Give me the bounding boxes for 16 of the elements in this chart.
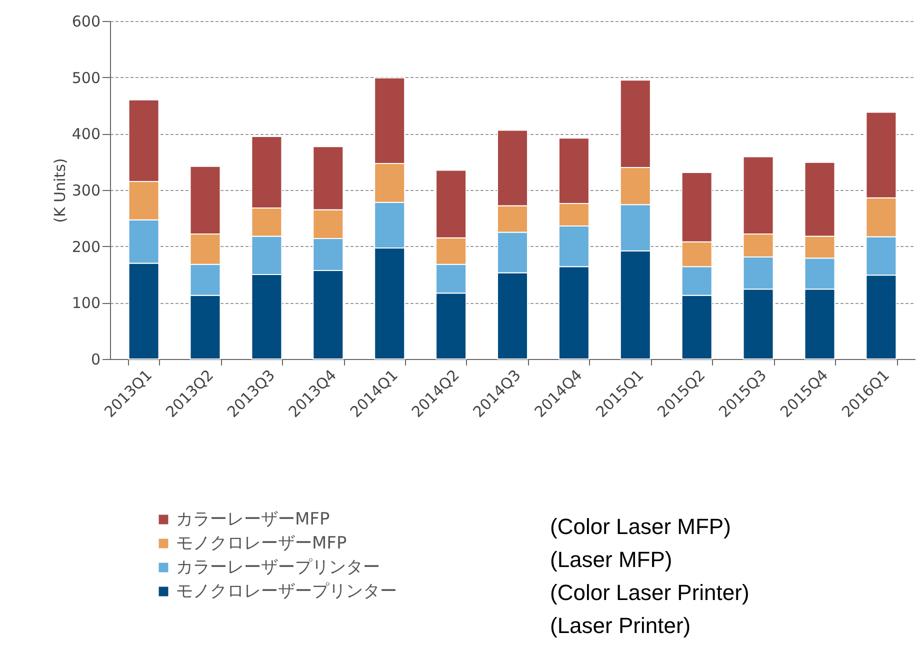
legend-label: モノクロレーザーMFP — [176, 534, 347, 554]
text: (Laser MFP) — [550, 546, 674, 574]
legend-label: カラーレーザーMFP — [176, 510, 330, 530]
y-tick-label: 100 — [72, 294, 100, 312]
legend-label: カラーレーザープリンター — [176, 558, 380, 578]
legend-label: モノクロレーザープリンター — [176, 582, 397, 602]
y-tick-label: 600 — [72, 12, 100, 30]
y-tick-label: 300 — [72, 182, 100, 200]
y-tick-label: 500 — [72, 68, 100, 87]
text: (Laser Printer) — [550, 612, 692, 640]
text: (Color Laser MFP) — [550, 513, 732, 541]
text: (Color Laser Printer) — [550, 579, 750, 607]
y-tick-label: 400 — [72, 125, 100, 144]
y-axis-title: (K Units) — [50, 158, 69, 223]
y-tick-label: 200 — [72, 238, 100, 256]
y-tick-label: 0 — [90, 350, 100, 368]
